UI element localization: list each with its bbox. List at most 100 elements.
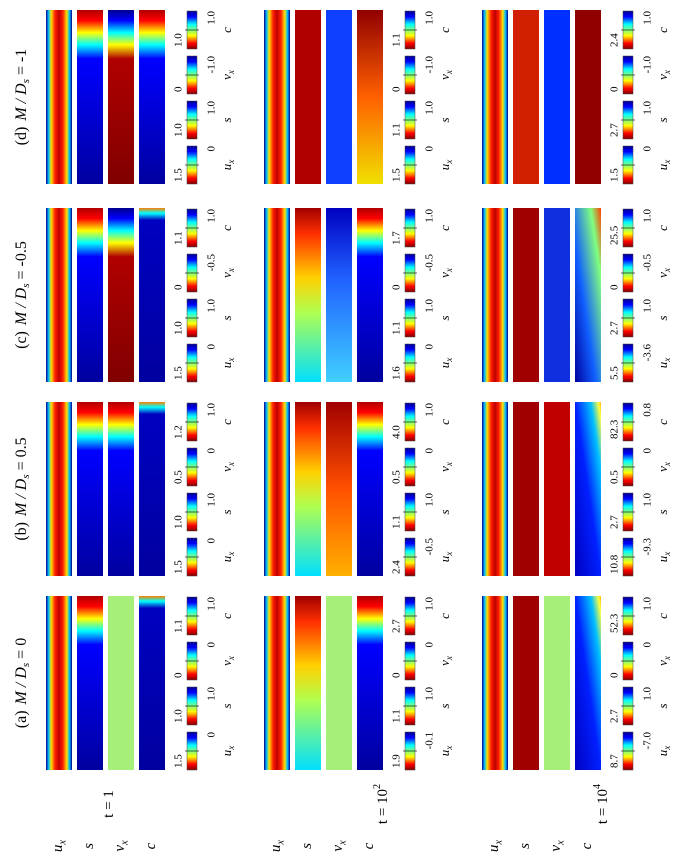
symbol: c — [219, 613, 234, 619]
subscript: x — [226, 70, 236, 75]
colorbar-lower-label: -3.6 — [642, 344, 654, 362]
subscript: x — [58, 840, 69, 846]
panel-title: (b) M / Ds = 0.5 — [13, 437, 32, 540]
symbol: v — [437, 74, 452, 80]
subscript: x — [226, 462, 236, 467]
colorbar-lower-label: 0 — [424, 642, 436, 648]
subscript: x — [444, 268, 454, 273]
field-strip — [264, 596, 290, 770]
symbol: v — [112, 845, 128, 852]
colorbar-name: ux — [655, 358, 672, 369]
colorbar-lower-label: 0 — [642, 642, 654, 648]
colorbar-name: s — [219, 117, 234, 122]
colorbar-upper-label: 2.7 — [609, 709, 621, 723]
symbol: v — [437, 660, 452, 666]
colorbar-upper-label: 1.5 — [173, 366, 185, 380]
colorbar-upper-label: 1.5 — [609, 168, 621, 182]
ratio-value: = 0 — [13, 638, 30, 659]
field-strip — [513, 208, 539, 382]
field-strip — [46, 10, 72, 184]
symbol: v — [655, 272, 670, 278]
colorbar-lower-label: 0 — [642, 448, 654, 454]
colorbar-name: vx — [655, 268, 672, 278]
colorbar-name: ux — [219, 552, 236, 563]
symbol: v — [655, 660, 670, 666]
colorbar-upper-label: 1.5 — [391, 168, 403, 182]
colorbar-name: vx — [437, 462, 454, 472]
symbol: v — [219, 272, 234, 278]
time-exponent: 4 — [592, 784, 603, 789]
field-strip — [326, 10, 352, 184]
field-strip — [357, 402, 383, 576]
panel-label: (d) — [13, 127, 30, 146]
colorbar-lower-label: 1.0 — [206, 493, 218, 507]
symbol: s — [437, 117, 452, 122]
field-strip — [357, 596, 383, 770]
colorbar-upper-label: 1.5 — [173, 754, 185, 768]
colorbar-lower-label: 1.0 — [206, 299, 218, 313]
field-strip — [544, 10, 570, 184]
subscript: x — [226, 656, 236, 661]
colorbar-lower-label: 0 — [206, 538, 218, 544]
colorbar-name: s — [655, 703, 670, 708]
colorbar-name: ux — [437, 160, 454, 171]
subscript: x — [226, 552, 236, 557]
field-label: ux — [486, 840, 504, 853]
colorbar-name: c — [655, 613, 670, 619]
colorbar-lower-label: -1.0 — [206, 56, 218, 74]
symbol: c — [219, 225, 234, 231]
subscript: x — [662, 160, 672, 165]
colorbar-upper-label: 4.0 — [391, 425, 403, 439]
subscript: x — [120, 840, 131, 846]
colorbar-name: c — [219, 613, 234, 619]
symbol: c — [219, 419, 234, 425]
ratio-subscript: s — [20, 283, 32, 287]
field-strip — [326, 208, 352, 382]
colorbar-name: vx — [437, 268, 454, 278]
colorbar-lower-label: 1.0 — [424, 597, 436, 611]
colorbar-upper-label: 1.1 — [391, 709, 403, 723]
symbol: v — [437, 466, 452, 472]
colorbar-name: ux — [437, 358, 454, 369]
symbol: s — [437, 703, 452, 708]
symbol: s — [299, 843, 315, 849]
colorbar-upper-label: 25.5 — [609, 225, 621, 245]
subscript: x — [662, 552, 672, 557]
time-exponent: 2 — [372, 784, 383, 789]
colorbar-upper-label: 1.1 — [391, 515, 403, 529]
symbol: v — [655, 74, 670, 80]
symbol: u — [437, 361, 452, 368]
symbol: u — [268, 845, 284, 853]
field-strip — [264, 10, 290, 184]
colorbar-lower-label: 1.0 — [642, 597, 654, 611]
subscript: x — [226, 358, 236, 363]
colorbar-upper-label: 2.4 — [391, 560, 403, 574]
colorbar-lower-label: 1.0 — [642, 209, 654, 223]
subscript: x — [444, 552, 454, 557]
symbol: s — [655, 315, 670, 320]
colorbar-lower-label: -0.5 — [642, 254, 654, 272]
colorbar-name: ux — [219, 746, 236, 757]
colorbar-upper-label: 1.1 — [391, 321, 403, 335]
colorbar-upper-label: 1.5 — [173, 560, 185, 574]
symbol: u — [655, 361, 670, 368]
ratio-symbol: M / D — [13, 83, 30, 122]
field-label: s — [81, 843, 97, 849]
symbol: v — [655, 466, 670, 472]
colorbar-name: c — [655, 419, 670, 425]
colorbar-name: ux — [219, 358, 236, 369]
field-strip — [326, 596, 352, 770]
subscript: x — [444, 358, 454, 363]
colorbar-upper-label: 2.4 — [609, 33, 621, 47]
symbol: c — [437, 27, 452, 33]
colorbar-name: c — [437, 225, 452, 231]
field-label: ux — [268, 840, 286, 853]
colorbar-upper-label: 82.3 — [609, 419, 621, 439]
colorbar-lower-label: 1.0 — [642, 493, 654, 507]
field-strip — [108, 208, 134, 382]
symbol: u — [655, 555, 670, 562]
colorbar-upper-label: 0 — [391, 284, 403, 290]
field-strip — [139, 10, 165, 184]
